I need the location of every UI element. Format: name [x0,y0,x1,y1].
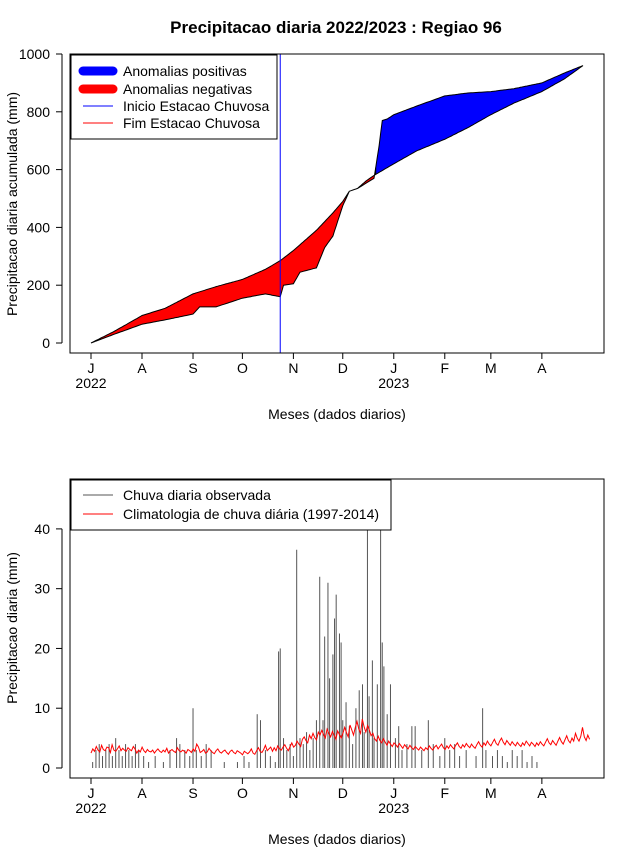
y-tick-label: 0 [42,335,50,351]
x-tick-label: D [338,785,348,801]
bottom-chart: 0 10 20 30 40 J A S O N D J F M A 2022 2023 Precipitaca… [4,478,605,847]
x-tick-label: N [288,360,298,376]
x-tick-label: D [338,360,348,376]
positive-anomaly-area [375,65,584,176]
y-tick-label: 800 [27,104,51,120]
year-label: 2023 [378,375,409,391]
x-tick-label: M [485,785,497,801]
x-tick-label: J [390,360,397,376]
climatology-series-line [90,718,591,756]
legend-label-season-start: Inicio Estacao Chuvosa [123,98,270,114]
y-tick-label: 10 [34,700,50,716]
bottom-x-axis-label: Meses (dados diarios) [268,831,406,847]
legend-label-season-end: Fim Estacao Chuvosa [123,115,260,131]
legend-label-negative: Anomalias negativas [123,81,252,97]
legend-label-climatology: Climatologia de chuva diária (1997-2014) [123,506,379,522]
y-tick-label: 0 [42,760,50,776]
bottom-y-axis-label: Precipitacao diaria (mm) [4,552,20,704]
year-label: 2023 [378,800,409,816]
x-tick-label: A [537,360,547,376]
x-tick-label: O [237,360,248,376]
y-tick-label: 1000 [19,46,50,62]
x-tick-label: N [288,785,298,801]
daily-bars [92,499,538,768]
y-tick-label: 30 [34,581,50,597]
anomaly-areas [90,65,584,344]
x-tick-label: S [188,360,197,376]
y-tick-label: 600 [27,162,51,178]
chart-title: Precipitacao diaria 2022/2023 : Regiao 9… [170,18,502,37]
x-tick-label: S [188,785,197,801]
x-tick-label: F [440,360,449,376]
top-legend: Anomalias positivas Anomalias negativas … [70,54,278,140]
bottom-x-axis: J A S O N D J F M A 2022 2023 [75,777,547,816]
year-label: 2022 [75,800,106,816]
y-tick-label: 40 [34,521,50,537]
negative-anomaly-area [90,167,377,344]
x-tick-label: J [390,785,397,801]
x-tick-label: A [137,360,147,376]
y-tick-label: 400 [27,219,51,235]
top-x-axis: J A S O N D J F M A 2022 2023 [75,352,547,391]
top-chart: Precipitacao diaria 2022/2023 : Regiao 9… [4,18,605,422]
top-y-axis-label: Precipitacao diaria acumulada (mm) [4,92,20,316]
year-label: 2022 [75,375,106,391]
x-tick-label: M [485,360,497,376]
x-tick-label: O [237,785,248,801]
y-tick-label: 200 [27,277,51,293]
x-tick-label: F [440,785,449,801]
bottom-legend: Chuva diaria observada Climatologia de c… [70,479,392,531]
top-y-axis: 0 200 400 600 800 1000 [19,46,63,351]
y-tick-label: 20 [34,640,50,656]
bottom-y-axis: 0 10 20 30 40 [34,521,63,776]
legend-label-positive: Anomalias positivas [123,63,247,79]
x-tick-label: A [537,785,547,801]
legend-label-observed: Chuva diaria observada [123,487,271,503]
x-tick-label: J [88,360,95,376]
bottom-legend-box [70,479,392,531]
x-tick-label: A [137,785,147,801]
climatology-line [90,718,591,756]
x-tick-label: J [88,785,95,801]
top-x-axis-label: Meses (dados diarios) [268,406,406,422]
